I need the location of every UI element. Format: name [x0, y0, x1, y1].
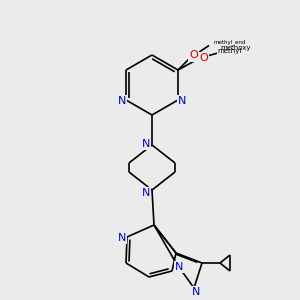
- Text: N: N: [178, 96, 186, 106]
- Text: N: N: [192, 287, 200, 297]
- Text: N: N: [118, 233, 126, 243]
- Text: methyl: methyl: [218, 49, 242, 55]
- Text: O: O: [189, 50, 198, 60]
- Text: N: N: [118, 96, 126, 106]
- Text: N: N: [142, 139, 150, 149]
- Text: O: O: [200, 53, 208, 63]
- Text: methyl_end: methyl_end: [213, 39, 245, 45]
- Text: N: N: [175, 262, 183, 272]
- Text: N: N: [142, 188, 150, 198]
- Text: methoxy: methoxy: [220, 45, 250, 51]
